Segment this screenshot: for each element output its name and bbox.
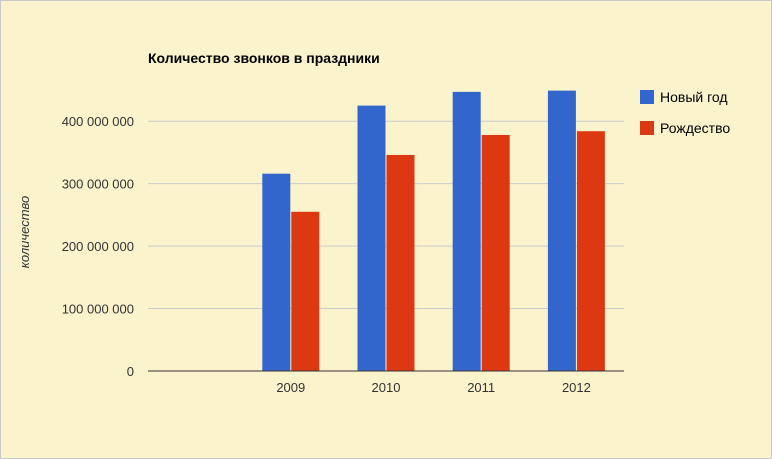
x-tick-label: 2010 — [372, 380, 401, 395]
legend: Новый год Рождество — [640, 89, 730, 136]
x-tick-label: 2012 — [562, 380, 591, 395]
y-tick-label: 0 — [127, 364, 134, 379]
chart-title: Количество звонков в праздники — [148, 50, 380, 66]
bar-christmas-2012 — [576, 131, 605, 371]
legend-label: Новый год — [660, 89, 728, 105]
bar-new-year-2010 — [357, 105, 386, 371]
bar-new-year-2009 — [262, 173, 291, 371]
bar-christmas-2011 — [481, 134, 510, 371]
legend-swatch — [640, 90, 654, 104]
bar-christmas-2009 — [291, 211, 320, 371]
y-tick-label: 100 000 000 — [62, 302, 134, 317]
gridlines — [148, 120, 624, 310]
bar-new-year-2012 — [547, 90, 576, 371]
x-tick-label: 2009 — [276, 380, 305, 395]
legend-swatch — [640, 121, 654, 135]
x-tick-label: 2011 — [467, 380, 495, 395]
y-tick-label: 400 000 000 — [62, 114, 134, 129]
legend-label: Рождество — [660, 120, 730, 136]
x-axis-ticks: 2009 2010 2011 2012 — [276, 380, 591, 395]
bar-new-year-2011 — [452, 91, 481, 371]
bars — [262, 90, 605, 371]
y-tick-label: 200 000 000 — [62, 239, 134, 254]
y-axis-label: количество — [17, 196, 32, 269]
y-axis-ticks: 0 100 000 000 200 000 000 300 000 000 400 00… — [62, 114, 134, 379]
bar-christmas-2010 — [386, 154, 415, 371]
y-tick-label: 300 000 000 — [62, 177, 134, 192]
